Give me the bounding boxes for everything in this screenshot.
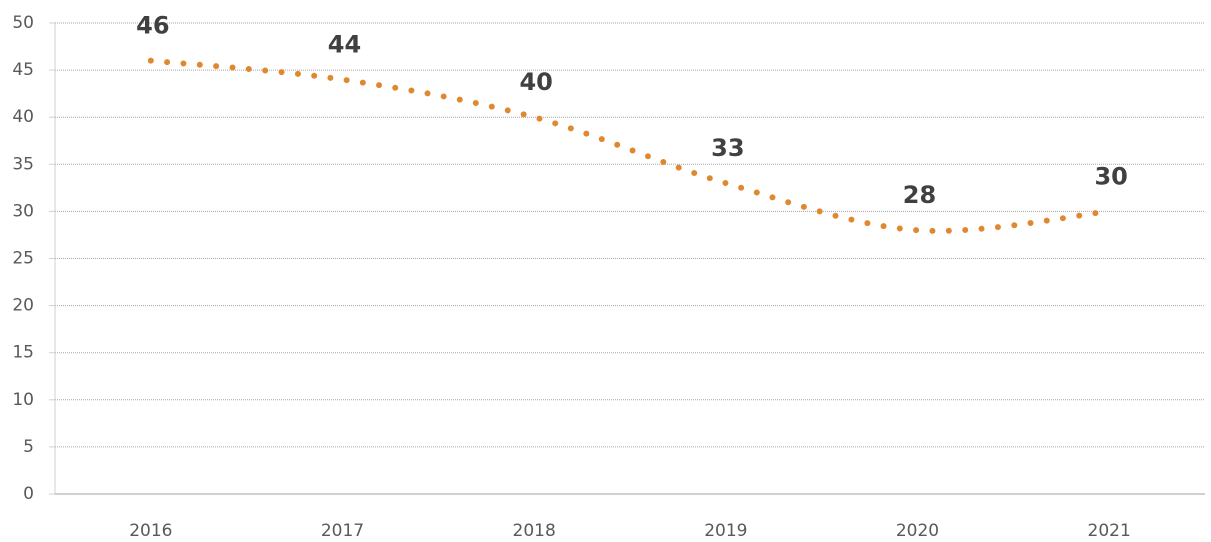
data-label: 30 xyxy=(1094,162,1127,190)
x-tick-label: 2021 xyxy=(1088,521,1131,541)
x-tick-label: 2017 xyxy=(321,521,364,541)
y-tick-label: 45 xyxy=(12,60,34,80)
y-tick-label: 10 xyxy=(12,390,34,410)
y-tick-label: 5 xyxy=(23,437,34,457)
y-tick-label: 35 xyxy=(12,154,34,174)
y-tick-label: 0 xyxy=(23,484,34,504)
y-tick-label: 30 xyxy=(12,201,34,221)
x-tick-label: 2018 xyxy=(513,521,556,541)
y-tick-label: 15 xyxy=(12,343,34,363)
y-tick-label: 20 xyxy=(12,296,34,316)
line xyxy=(147,57,1113,234)
y-tick-label: 50 xyxy=(12,13,34,33)
data-label: 40 xyxy=(519,68,552,96)
data-label: 46 xyxy=(136,12,169,40)
x-tick-label: 2020 xyxy=(896,521,939,541)
data-label: 44 xyxy=(328,31,361,59)
y-tick-label: 25 xyxy=(12,249,34,269)
x-tick-label: 2019 xyxy=(704,521,747,541)
data-label: 33 xyxy=(711,134,744,162)
y-tick-label: 40 xyxy=(12,107,34,127)
x-tick-label: 2016 xyxy=(129,521,172,541)
data-label: 28 xyxy=(903,181,936,209)
